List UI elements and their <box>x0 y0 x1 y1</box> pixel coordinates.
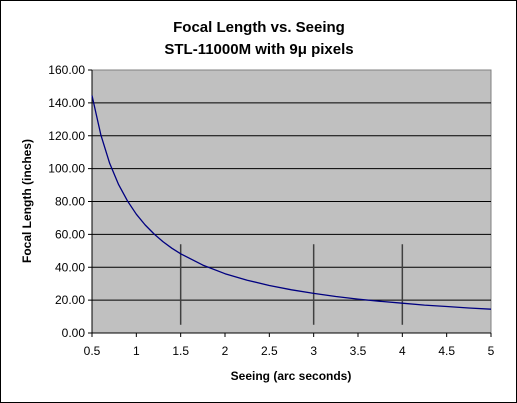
x-tick-label: 0.5 <box>84 344 101 358</box>
x-axis-label: Seeing (arc seconds) <box>231 369 352 383</box>
y-tick-label: 60.00 <box>55 227 85 241</box>
y-tick-label: 40.00 <box>55 260 85 274</box>
y-tick-label: 140.00 <box>48 96 85 110</box>
y-tick-label: 120.00 <box>48 129 85 143</box>
chart-title-line-1: Focal Length vs. Seeing <box>173 19 345 36</box>
y-axis-label: Focal Length (inches) <box>20 139 34 263</box>
x-tick-label: 3 <box>310 344 317 358</box>
x-tick-label: 2.5 <box>261 344 278 358</box>
chart-title-line-2: STL-11000M with 9μ pixels <box>164 41 353 58</box>
x-tick-label: 2 <box>222 344 229 358</box>
focal-length-series-line <box>91 95 492 310</box>
x-tick-label: 1.5 <box>172 344 189 358</box>
x-tick-label: 3.5 <box>350 344 367 358</box>
x-tick-label: 5 <box>488 344 495 358</box>
y-tick-label: 100.00 <box>48 162 85 176</box>
y-tick-label: 80.00 <box>55 195 85 209</box>
y-tick-label: 20.00 <box>55 293 85 307</box>
y-tick-label: 0.00 <box>62 326 86 340</box>
x-tick-label: 1 <box>133 344 140 358</box>
y-tick-label: 160.00 <box>48 63 85 77</box>
x-tick-label: 4.5 <box>438 344 455 358</box>
x-tick-label: 4 <box>399 344 406 358</box>
